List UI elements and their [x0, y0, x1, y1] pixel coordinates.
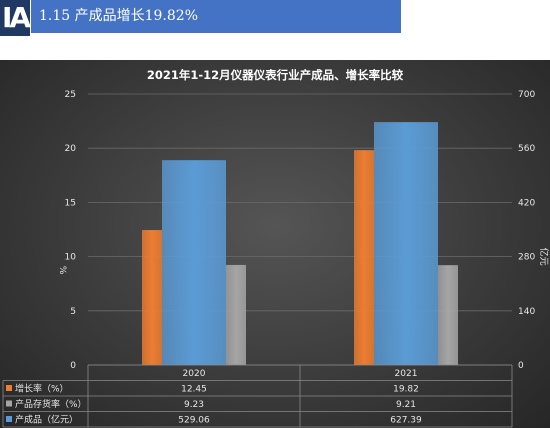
legend-label: 产品存货率（%）: [15, 398, 87, 410]
legend-label: 增长率（%）: [15, 383, 69, 395]
page-title: 1.15 产成品增长19.82%: [39, 8, 199, 24]
logo: IA: [0, 0, 31, 36]
y-right-tick-label: 560: [518, 144, 535, 154]
bar-inventory-2020: [226, 264, 246, 365]
bar-product-2020: [162, 160, 226, 365]
table-value: 9.21: [396, 400, 416, 410]
y-right-tick-label: 420: [518, 198, 535, 208]
y-right-tick-label: 0: [518, 361, 524, 371]
title-banner: 1.15 产成品增长19.82%: [31, 0, 401, 33]
bar-product-2021: [374, 122, 438, 365]
y-right-axis-label: 亿元: [538, 248, 550, 266]
table-value: 19.82: [393, 385, 419, 395]
logo-letters: IA: [1, 1, 31, 34]
y-left-axis-label: %: [57, 266, 67, 275]
table-value: 12.45: [181, 385, 207, 395]
table-value: 627.39: [390, 416, 422, 426]
table-value: 9.23: [184, 400, 204, 410]
bar-growth-2021: [354, 150, 374, 365]
x-category-label: 2020: [183, 369, 206, 379]
y-right-tick-label: 700: [518, 90, 535, 100]
chart-panel: 2021年1-12月仪器仪表行业产成品、增长率比较 0 5 10 15 20 25 0 140…: [0, 60, 550, 428]
legend-swatch: [6, 385, 12, 391]
y-left-tick-label: 10: [65, 253, 77, 263]
legend-label: 产成品（亿元）: [15, 414, 78, 426]
y-left-tick-label: 5: [70, 307, 76, 317]
bar-growth-2020: [142, 230, 162, 365]
legend-swatch: [6, 416, 12, 422]
y-right-tick-label: 140: [518, 307, 535, 317]
chart-title: 2021年1-12月仪器仪表行业产成品、增长率比较: [146, 68, 404, 82]
chart-svg: 0 5 10 15 20 25 0 140 280 420 560 700% 亿元 2020 2021 增长率…: [2, 90, 550, 428]
bar-inventory-2021: [438, 265, 458, 365]
legend-swatch: [6, 400, 12, 407]
y-right-tick-label: 280: [518, 253, 535, 263]
table-value: 529.06: [178, 416, 210, 426]
y-left-tick-label: 25: [65, 90, 76, 100]
y-left-tick-label: 15: [65, 198, 76, 208]
x-category-label: 2021: [395, 369, 418, 379]
y-left-tick-label: 0: [70, 361, 76, 371]
y-left-tick-label: 20: [65, 144, 77, 154]
